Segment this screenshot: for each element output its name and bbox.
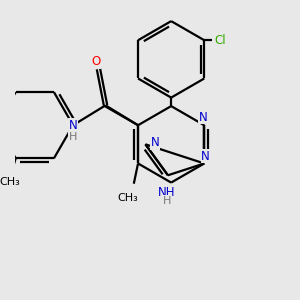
Text: Cl: Cl	[214, 34, 226, 47]
Text: CH₃: CH₃	[0, 177, 20, 188]
Text: N: N	[151, 136, 160, 149]
Text: NH: NH	[158, 186, 176, 199]
Text: N: N	[199, 111, 207, 124]
Text: N: N	[201, 150, 210, 163]
Text: H: H	[163, 196, 171, 206]
Text: H: H	[69, 132, 77, 142]
Text: N: N	[69, 119, 77, 132]
Text: CH₃: CH₃	[118, 193, 139, 203]
Text: O: O	[91, 56, 100, 68]
